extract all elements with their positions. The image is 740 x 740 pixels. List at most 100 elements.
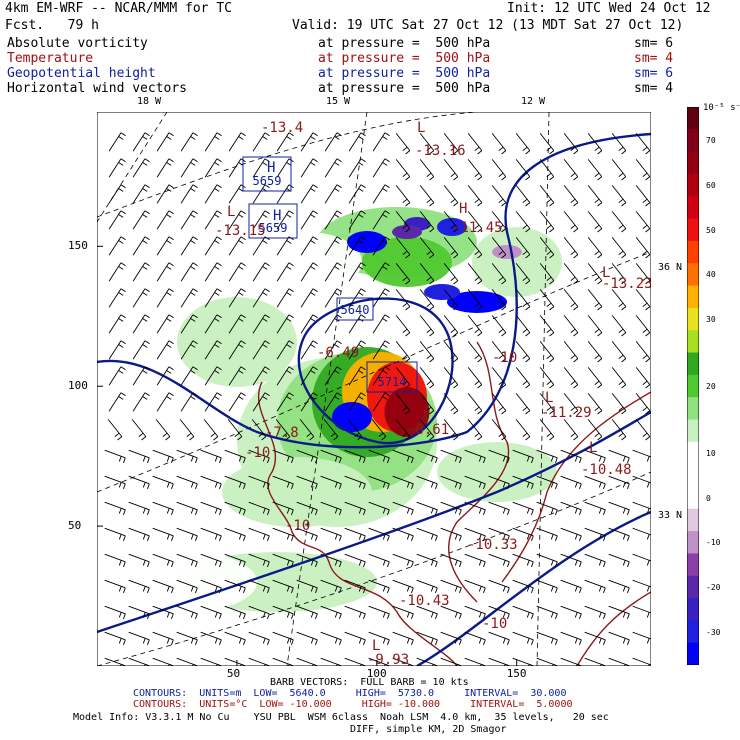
wind-barb (156, 236, 174, 256)
wind-barb (204, 288, 222, 308)
wind-barb (563, 185, 579, 207)
wind-barb (587, 393, 603, 415)
wind-barb (372, 288, 390, 308)
x-tick-label: 100 (366, 667, 387, 680)
temperature-label: -10.48 (581, 462, 632, 478)
wind-barb (536, 527, 558, 542)
wind-barb (563, 211, 579, 233)
wind-barb (368, 605, 390, 620)
wind-barb (180, 210, 198, 230)
wind-barb (443, 341, 459, 363)
wind-barb (104, 449, 126, 464)
wind-barb (344, 631, 366, 646)
wind-barb (224, 579, 246, 594)
wind-barb (296, 579, 318, 594)
wind-barb (107, 419, 123, 441)
wind-barb (248, 501, 270, 516)
y-tick-label: 50 (68, 519, 82, 533)
wind-barb (156, 366, 174, 386)
temperature-label: -11.45 (452, 220, 503, 236)
vorticity-blob (177, 297, 297, 387)
wind-barb (200, 605, 222, 620)
temperature-label: -13.15 (215, 223, 266, 239)
wind-barb (584, 527, 606, 542)
wind-barb (200, 553, 222, 568)
wind-barb (252, 340, 270, 360)
wind-barb (491, 211, 507, 233)
wind-barb (348, 392, 366, 412)
wind-barb (536, 553, 558, 568)
wind-barb (515, 393, 531, 415)
colorbar-swatch (687, 151, 699, 175)
wind-barb (368, 657, 390, 666)
wind-barb (416, 657, 438, 666)
wind-barb (392, 605, 414, 620)
wind-barb (395, 133, 411, 155)
wind-barb (515, 185, 531, 207)
colorbar-swatch (687, 575, 699, 599)
wind-barb (563, 341, 579, 363)
wind-barb (368, 579, 390, 594)
vorticity-negative-blob (332, 402, 372, 432)
colorbar-swatch (687, 642, 699, 665)
wind-barb (536, 475, 558, 490)
wind-barb (608, 475, 630, 490)
wind-barb (584, 449, 606, 464)
wind-barb (204, 262, 222, 282)
wind-barb (515, 211, 531, 233)
wind-barb (372, 158, 390, 178)
wind-barb (416, 605, 438, 620)
wind-barb (440, 501, 462, 516)
wind-barb (368, 501, 390, 516)
wind-barb (467, 341, 483, 363)
wind-barb (132, 392, 150, 412)
wind-barb (587, 419, 603, 441)
wind-barb (252, 262, 270, 282)
wind-barb (587, 185, 603, 207)
wind-barb (440, 657, 462, 666)
wind-barb (392, 475, 414, 490)
lat-label-33n: 33 N (658, 510, 683, 521)
colorbar-tick-label: 10 (706, 448, 716, 458)
colorbar-tick-label: -20 (706, 582, 721, 592)
wind-barb (344, 657, 366, 666)
wind-barb (152, 631, 174, 646)
wind-barb (635, 393, 651, 415)
wind-barb (324, 262, 342, 282)
wind-barb (563, 263, 579, 285)
wind-barb (467, 263, 483, 285)
forecast-hour: Fcst. 79 h (5, 18, 99, 33)
colorbar-tick-label: 60 (706, 181, 716, 191)
wind-barb (204, 158, 222, 178)
wind-barb (228, 236, 246, 256)
wind-barb (176, 449, 198, 464)
wind-barb (320, 605, 342, 620)
wind-barb (204, 340, 222, 360)
wind-barb (443, 419, 459, 441)
wind-barb (440, 579, 462, 594)
wind-barb (300, 262, 318, 282)
wind-barb (512, 475, 534, 490)
wind-barb (276, 210, 294, 230)
colorbar-swatch (687, 553, 699, 577)
wind-barb (176, 501, 198, 516)
colorbar-swatch (687, 330, 699, 354)
wind-barb (560, 631, 582, 646)
wind-barb (491, 315, 507, 337)
wind-barb (515, 419, 531, 441)
wind-barb (200, 449, 222, 464)
wind-barb (560, 657, 582, 666)
wind-barb (440, 449, 462, 464)
wind-barb (440, 527, 462, 542)
lon-label-18w: 18 W (137, 96, 162, 107)
wind-barb (416, 501, 438, 516)
wind-barb (132, 366, 150, 386)
temperature-label: -13.16 (415, 143, 466, 159)
wind-barb (584, 553, 606, 568)
colorbar-tick-label: 70 (706, 136, 716, 146)
wind-barb (276, 262, 294, 282)
wind-barb (464, 631, 486, 646)
wind-barb (608, 449, 630, 464)
wind-barb (587, 237, 603, 259)
vorticity-blob (472, 227, 562, 297)
